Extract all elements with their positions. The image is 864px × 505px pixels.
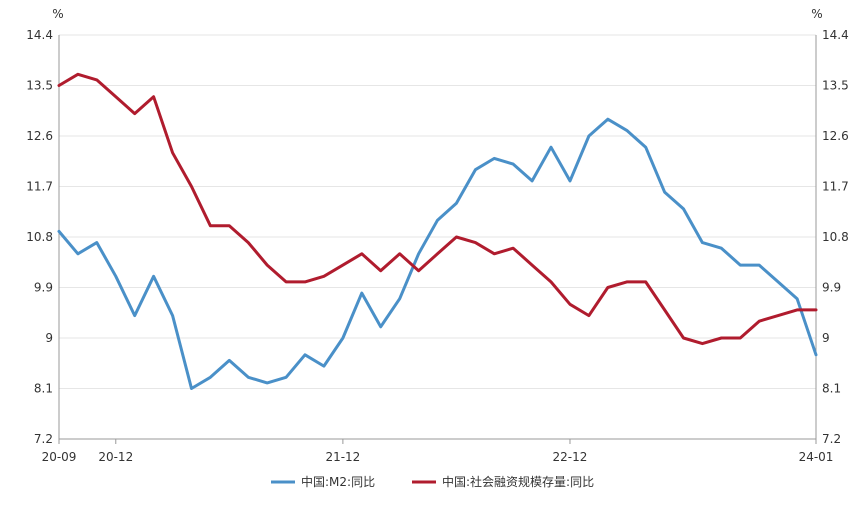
axes: [58, 35, 817, 444]
right-y-tick-label: 9: [822, 331, 830, 345]
left-y-tick-label: 10.8: [26, 230, 53, 244]
left-y-tick-label: 8.1: [34, 382, 53, 396]
right-y-tick-label: 11.7: [822, 180, 849, 194]
left-y-tick-label: 11.7: [26, 180, 53, 194]
right-y-tick-label: 7.2: [822, 432, 841, 446]
x-tick-label: 24-01: [799, 450, 834, 464]
right-y-tick-label: 10.8: [822, 230, 849, 244]
left-y-tick-label: 14.4: [26, 28, 53, 42]
x-tick-labels: 20-09 20-12 21-12 22-12 24-01: [42, 450, 834, 464]
x-tick-label: 22-12: [553, 450, 588, 464]
grid-lines: [59, 34, 816, 389]
left-axis-unit: %: [52, 7, 63, 21]
right-y-tick-label: 9.9: [822, 281, 841, 295]
right-y-tick-label: 12.6: [822, 129, 849, 143]
left-y-tick-label: 12.6: [26, 129, 53, 143]
right-y-tick-label: 13.5: [822, 79, 849, 93]
right-y-tick-labels: 14.4 13.5 12.6 11.7 10.8 9.9 9 8.1 7.2: [822, 28, 849, 446]
x-tick-label: 20-09: [42, 450, 77, 464]
right-y-tick-label: 14.4: [822, 28, 849, 42]
left-y-tick-label: 7.2: [34, 432, 53, 446]
legend: 中国:M2:同比 中国:社会融资规模存量:同比: [271, 474, 594, 489]
series-line-1: [57, 117, 818, 390]
left-y-tick-label: 9.9: [34, 281, 53, 295]
x-tick-label: 21-12: [325, 450, 360, 464]
right-y-tick-label: 8.1: [822, 382, 841, 396]
series-lines: [57, 72, 818, 390]
legend-label: 中国:M2:同比: [301, 474, 375, 489]
left-y-tick-label: 9: [45, 331, 53, 345]
legend-label: 中国:社会融资规模存量:同比: [442, 474, 594, 489]
left-y-tick-label: 13.5: [26, 79, 53, 93]
series-line-2: [57, 72, 818, 346]
right-axis-unit: %: [811, 7, 822, 21]
x-tick-label: 20-12: [98, 450, 133, 464]
left-y-tick-labels: 14.4 13.5 12.6 11.7 10.8 9.9 9 8.1 7.2: [26, 28, 53, 446]
